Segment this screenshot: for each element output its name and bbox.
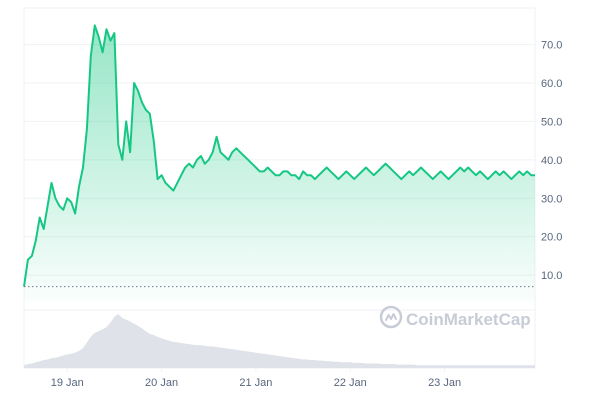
x-tick-label: 22 Jan xyxy=(334,377,367,389)
y-tick-label: 30.0 xyxy=(541,193,562,205)
watermark-text: CoinMarketCap xyxy=(406,310,531,329)
x-tick-label: 21 Jan xyxy=(239,377,272,389)
volume-area xyxy=(24,314,535,368)
y-tick-label: 20.0 xyxy=(541,232,562,244)
x-tick-label: 23 Jan xyxy=(428,377,461,389)
y-tick-label: 10.0 xyxy=(541,270,562,282)
x-axis-ticks: 19 Jan 20 Jan 21 Jan 22 Jan 23 Jan xyxy=(51,368,461,389)
x-tick-label: 20 Jan xyxy=(145,377,178,389)
y-tick-label: 40.0 xyxy=(541,155,562,167)
price-area-fill xyxy=(24,25,535,303)
y-axis-ticks: 10.0 20.0 30.0 40.0 50.0 60.0 70.0 xyxy=(541,40,562,283)
price-area-shape xyxy=(24,25,535,303)
price-line-path xyxy=(23,24,535,287)
y-tick-label: 60.0 xyxy=(541,78,562,90)
y-tick-label: 50.0 xyxy=(541,116,562,128)
volume-shape xyxy=(24,314,535,368)
coinmarketcap-watermark: CoinMarketCap xyxy=(379,305,531,329)
x-tick-label: 19 Jan xyxy=(51,377,84,389)
coinmarketcap-logo-icon xyxy=(379,305,403,329)
y-tick-label: 70.0 xyxy=(541,40,562,52)
price-line xyxy=(23,24,535,287)
